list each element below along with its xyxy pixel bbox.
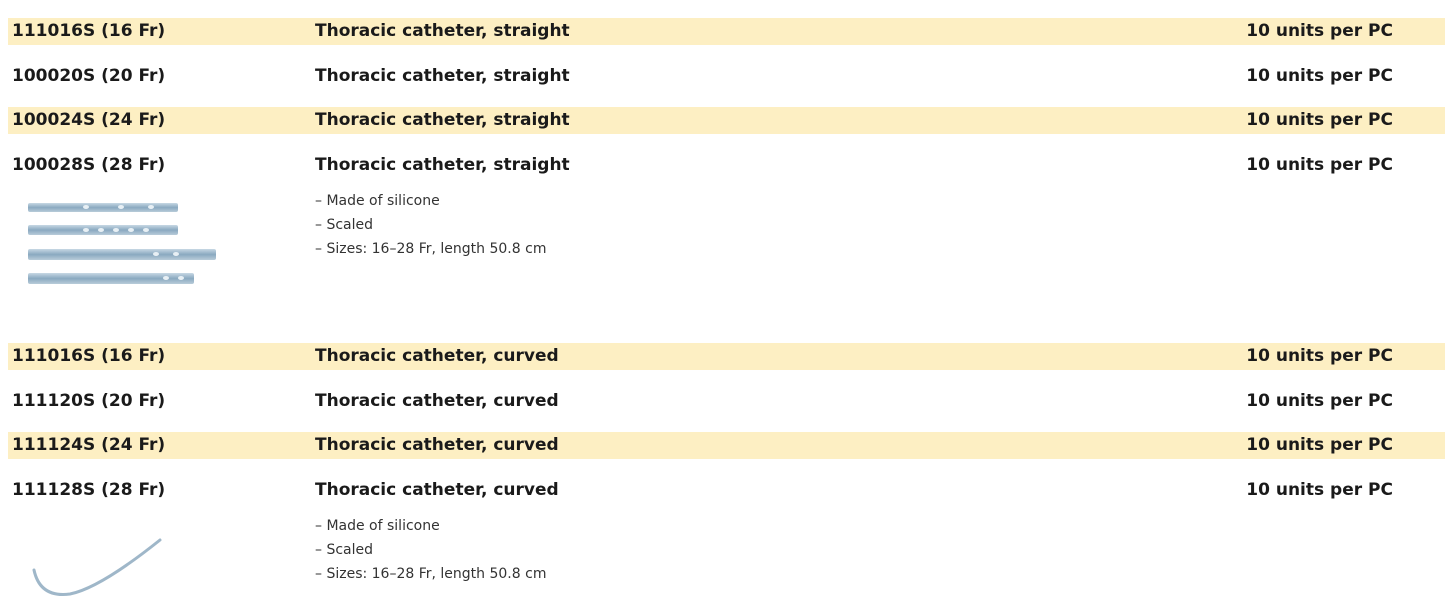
table-row: 111128S (28 Fr) Thoracic catheter, curved… bbox=[8, 477, 1445, 504]
table-row: 100024S (24 Fr) Thoracic catheter, straig… bbox=[8, 107, 1445, 134]
product-description: Thoracic catheter, straight bbox=[315, 152, 570, 179]
packaging-units: 10 units per PC bbox=[1246, 18, 1393, 45]
product-description: Thoracic catheter, straight bbox=[315, 107, 570, 134]
table-row: 111016S (16 Fr) Thoracic catheter, curved… bbox=[8, 343, 1445, 370]
product-description: Thoracic catheter, curved bbox=[315, 388, 559, 415]
product-description: Thoracic catheter, curved bbox=[315, 432, 559, 459]
table-row: 100020S (20 Fr) Thoracic catheter, straig… bbox=[8, 63, 1445, 90]
feature-item: – Sizes: 16–28 Fr, length 50.8 cm bbox=[315, 237, 546, 261]
feature-item: – Made of silicone bbox=[315, 189, 440, 213]
product-code: 111016S (16 Fr) bbox=[12, 18, 165, 45]
product-description: Thoracic catheter, curved bbox=[315, 477, 559, 504]
feature-item: – Sizes: 16–28 Fr, length 50.8 cm bbox=[315, 562, 546, 586]
product-code: 111128S (28 Fr) bbox=[12, 477, 165, 504]
packaging-units: 10 units per PC bbox=[1246, 152, 1393, 179]
product-code: 100024S (24 Fr) bbox=[12, 107, 165, 134]
packaging-units: 10 units per PC bbox=[1246, 107, 1393, 134]
product-code: 100020S (20 Fr) bbox=[12, 63, 165, 90]
packaging-units: 10 units per PC bbox=[1246, 388, 1393, 415]
table-row: 111124S (24 Fr) Thoracic catheter, curved… bbox=[8, 432, 1445, 459]
product-code: 111124S (24 Fr) bbox=[12, 432, 165, 459]
page: (() => { const data = JSON.parse(documen… bbox=[0, 0, 1453, 602]
product-description: Thoracic catheter, straight bbox=[315, 63, 570, 90]
packaging-units: 10 units per PC bbox=[1246, 343, 1393, 370]
packaging-units: 10 units per PC bbox=[1246, 63, 1393, 90]
curved-catheter-image bbox=[30, 536, 165, 602]
packaging-units: 10 units per PC bbox=[1246, 432, 1393, 459]
straight-catheter-image bbox=[26, 195, 218, 307]
feature-item: – Made of silicone bbox=[315, 514, 440, 538]
feature-item: – Scaled bbox=[315, 538, 373, 562]
product-description: Thoracic catheter, straight bbox=[315, 18, 570, 45]
product-description: Thoracic catheter, curved bbox=[315, 343, 559, 370]
table-row: 111016S (16 Fr) Thoracic catheter, straig… bbox=[8, 18, 1445, 45]
packaging-units: 10 units per PC bbox=[1246, 477, 1393, 504]
table-row: 111120S (20 Fr) Thoracic catheter, curved… bbox=[8, 388, 1445, 415]
feature-item: – Scaled bbox=[315, 213, 373, 237]
table-row: 100028S (28 Fr) Thoracic catheter, straig… bbox=[8, 152, 1445, 179]
product-code: 100028S (28 Fr) bbox=[12, 152, 165, 179]
product-code: 111120S (20 Fr) bbox=[12, 388, 165, 415]
product-code: 111016S (16 Fr) bbox=[12, 343, 165, 370]
